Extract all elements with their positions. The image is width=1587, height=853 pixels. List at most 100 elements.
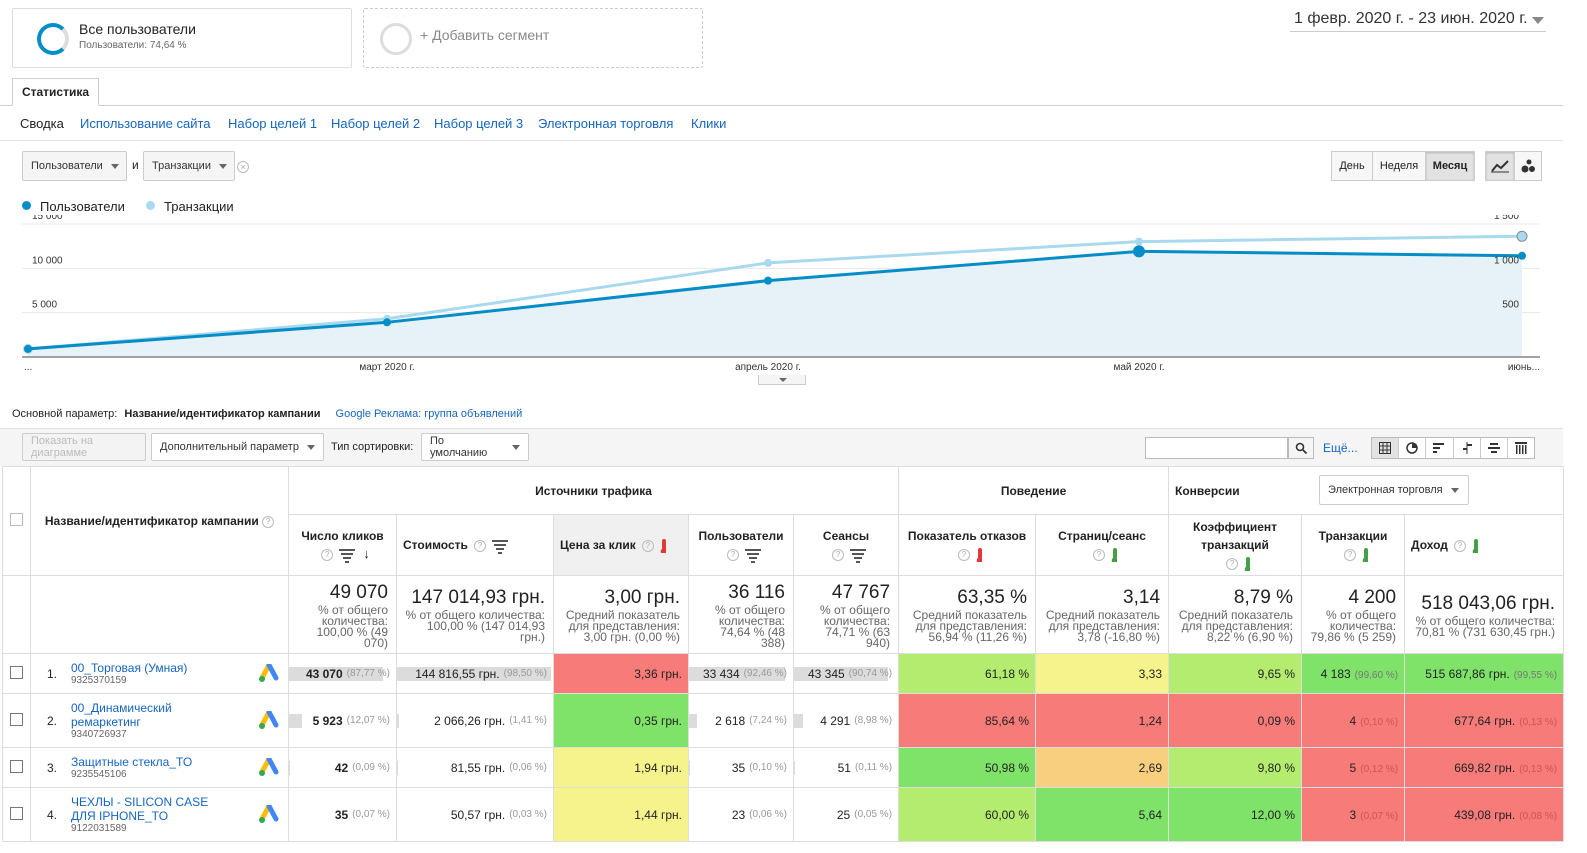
comparison-view-icon[interactable] [1454, 438, 1481, 458]
term-cloud-view-icon[interactable] [1481, 438, 1508, 458]
motion-chart-button[interactable] [1514, 151, 1542, 181]
tx-percent: (0,07 %) [1360, 810, 1399, 822]
sort-bars-icon [745, 548, 761, 563]
help-icon[interactable]: ? [1093, 548, 1106, 561]
subtab-goal-set-3[interactable]: Набор целей 3 [434, 116, 524, 131]
remove-metric-icon[interactable]: × [237, 161, 249, 173]
group-traffic-sources: Источники трафика [287, 466, 900, 515]
column-header-6[interactable]: Страниц/сеанс? [1035, 514, 1170, 576]
bar-view-icon[interactable] [1426, 438, 1454, 458]
help-icon[interactable]: ? [473, 539, 486, 552]
tx-value: 4 [1349, 713, 1357, 728]
column-header-5[interactable]: Показатель отказов? [898, 514, 1037, 576]
column-header-1[interactable]: Стоимость? [396, 514, 554, 576]
help-icon[interactable]: ? [641, 539, 654, 552]
metric-select-transactions[interactable]: Транзакции [143, 151, 235, 181]
sort-type-select[interactable]: По умолчанию [421, 433, 529, 461]
row-checkbox[interactable] [10, 759, 23, 773]
metric-select-users[interactable]: Пользователи [22, 151, 127, 181]
help-icon[interactable]: ? [727, 548, 739, 561]
dimension-header[interactable]: Название/идентификатор кампании ? [30, 466, 289, 576]
subtab-goal-set-1[interactable]: Набор целей 1 [228, 116, 318, 131]
row-checkbox-cell [2, 653, 31, 694]
secondary-dimension-select[interactable]: Дополнительный параметр [151, 433, 324, 461]
period-month-button[interactable]: Месяц [1425, 151, 1475, 181]
period-week-button[interactable]: Неделя [1372, 151, 1426, 181]
campaign-link[interactable]: ЧЕХЛЫ - SILICON CASE ДЛЯ IPHONE_TO [71, 795, 209, 823]
select-all-cell [2, 466, 31, 576]
sessions-value: 43 345 [807, 666, 845, 681]
share-bar [289, 666, 383, 681]
add-segment-button[interactable]: + Добавить сегмент [363, 8, 703, 68]
cr-value: 9,80 % [1257, 760, 1296, 775]
rev-value: 669,82 грн. [1454, 760, 1516, 775]
column-header-7[interactable]: Коэффициент транзакций? [1168, 514, 1303, 576]
subtab-ecommerce[interactable]: Электронная торговля [538, 116, 674, 131]
total-value: 63,35 % [957, 587, 1028, 608]
row-checkbox[interactable] [10, 806, 23, 820]
pie-view-icon[interactable] [1399, 438, 1427, 458]
cr-cell: 0,09 % [1168, 693, 1303, 748]
help-icon[interactable]: ? [262, 515, 275, 528]
campaign-id: 9325370159 [71, 675, 127, 686]
table-view-icon[interactable] [1372, 438, 1400, 458]
users-point [764, 276, 772, 285]
pps-cell: 3,33 [1035, 653, 1170, 694]
help-icon[interactable]: ? [1344, 548, 1357, 561]
pivot-view-icon[interactable] [1508, 438, 1534, 458]
campaign-link[interactable]: Защитные стекла_ТО [71, 755, 193, 769]
total-value: 8,79 % [1233, 587, 1294, 608]
help-icon[interactable]: ? [321, 548, 334, 561]
line-chart-view-button[interactable] [1485, 151, 1515, 181]
help-icon[interactable]: ? [1453, 539, 1466, 552]
bounce-cell: 61,18 % [898, 653, 1037, 694]
legend-users-dot [22, 201, 31, 210]
plot-rows-label: Показать на диаграмме [31, 435, 94, 459]
subtab-clicks[interactable]: Клики [691, 116, 727, 131]
help-icon[interactable]: ? [958, 548, 971, 561]
campaign-link[interactable]: 00_Динамический ремаркетинг [71, 701, 172, 729]
column-header-2[interactable]: Цена за клик? [553, 514, 689, 576]
select-all-checkbox[interactable] [10, 513, 23, 526]
total-cell: 47 767% от общего количества: 74,71 % (63 … [792, 575, 900, 654]
more-options-link[interactable]: Ещё... [1323, 441, 1358, 455]
tx-percent: (0,12 %) [1360, 763, 1399, 775]
row-checkbox[interactable] [10, 665, 23, 679]
column-header-label: Коэффициент транзакций [1193, 520, 1278, 552]
subtab-site-usage[interactable]: Использование сайта [80, 116, 211, 131]
column-header-8[interactable]: Транзакции? [1301, 514, 1406, 576]
chart-collapse-handle[interactable] [758, 375, 806, 385]
row-checkbox[interactable] [10, 712, 23, 726]
column-header-4[interactable]: Сеансы? [792, 514, 900, 576]
tab-statistics[interactable]: Статистика [12, 78, 99, 106]
bounce-cell: 50,98 % [898, 747, 1037, 788]
date-range-picker[interactable]: 1 февр. 2020 г. - 23 июн. 2020 г. [1290, 8, 1546, 32]
table-search-input[interactable] [1145, 437, 1288, 459]
column-header-0[interactable]: Число кликов? ↓ [288, 514, 397, 576]
sessions-cell: 25 (0,05 %) [792, 787, 900, 842]
clicks-value: 43 070 [305, 666, 343, 681]
subtab-summary[interactable]: Сводка [20, 116, 64, 131]
caret-icon [110, 163, 119, 169]
search-button[interactable] [1288, 437, 1314, 459]
subtab-goal-set-2[interactable]: Набор целей 2 [331, 116, 421, 131]
users-area [28, 251, 1522, 356]
campaign-cell: 3. Защитные стекла_ТО 9235545106 [30, 747, 289, 788]
help-icon[interactable]: ? [832, 548, 845, 561]
column-header-3[interactable]: Пользователи? [688, 514, 794, 576]
help-icon[interactable]: ? [1226, 557, 1239, 570]
conversion-type-select[interactable]: Электронная торговля [1319, 475, 1470, 505]
segment-all-users[interactable]: Все пользователи Пользователи: 74,64 % [12, 8, 352, 68]
campaign-table: Название/идентификатор кампании ? Источн… [2, 466, 1565, 842]
clicks-value: 42 [334, 760, 349, 775]
transactions-point [764, 258, 772, 267]
campaign-link[interactable]: 00_Торговая (Умная) [71, 661, 188, 675]
plot-rows-button[interactable]: Показать на диаграмме [22, 433, 146, 461]
rev-value: 439,08 грн. [1454, 807, 1516, 822]
column-header-9[interactable]: Доход? [1404, 514, 1565, 576]
period-day-button[interactable]: День [1331, 151, 1373, 181]
cost-value: 81,55 грн. [450, 760, 506, 775]
users-point [1133, 245, 1145, 258]
total-value: 4 200 [1348, 587, 1397, 608]
primary-dimension-ad-group[interactable]: Google Реклама: группа объявлений [335, 408, 523, 420]
